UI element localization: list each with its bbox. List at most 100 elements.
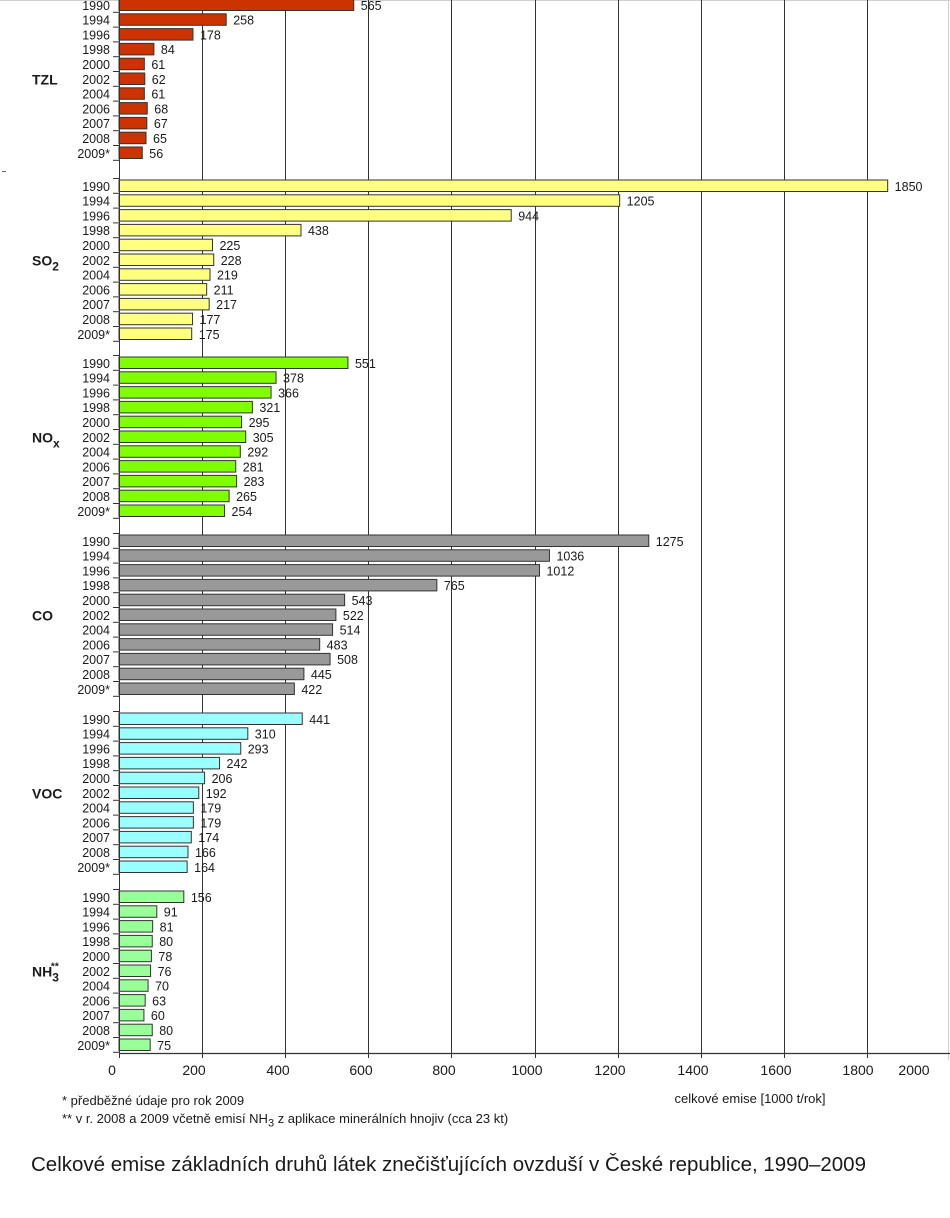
- bar-co: [118, 549, 550, 562]
- group-label-main: TZL: [32, 71, 58, 87]
- data-label: 378: [283, 372, 304, 386]
- bar-nh3: [118, 920, 154, 933]
- data-label: 265: [236, 490, 257, 504]
- bar-nox: [118, 400, 253, 414]
- group-label-main: SO: [32, 252, 52, 268]
- year-label: 2000: [82, 239, 110, 253]
- bar-co: [118, 652, 331, 666]
- year-label: 2008: [82, 1024, 110, 1038]
- bar-so2: [118, 238, 213, 252]
- bar-so2: [118, 283, 208, 296]
- bar-co: [118, 638, 321, 651]
- year-label: 2008: [82, 132, 110, 146]
- year-label: 2009*: [77, 1039, 110, 1053]
- bar-nox: [118, 489, 230, 503]
- data-label: 62: [152, 73, 166, 87]
- data-label: 75: [157, 1039, 171, 1053]
- bar-voc: [118, 712, 303, 725]
- year-label: 2002: [82, 787, 110, 801]
- year-label: 2004: [82, 88, 110, 102]
- data-label: 422: [301, 683, 322, 697]
- data-label: 366: [278, 386, 299, 400]
- data-label: 293: [248, 742, 269, 756]
- group-label-main: NO: [32, 429, 53, 445]
- bar-tzl: [118, 116, 148, 130]
- data-label: 56: [149, 147, 163, 161]
- group-label-main: NH: [32, 963, 52, 979]
- footnote-preliminary: * předběžné údaje pro rok 2009: [62, 1093, 245, 1108]
- bar-co: [118, 682, 295, 695]
- year-label: 1996: [82, 920, 110, 934]
- footnote-nh3: ** v r. 2008 a 2009 včetně emisí NH3 z a…: [62, 1111, 508, 1130]
- bar-co: [118, 534, 650, 547]
- year-label: 2007: [82, 298, 110, 312]
- year-label: 2000: [82, 416, 110, 430]
- year-label: 2006: [82, 816, 110, 830]
- group-label-main: CO: [32, 607, 53, 623]
- x-tick-label: 0: [108, 1062, 116, 1078]
- bar-nox: [118, 356, 349, 369]
- group-label-co: CO: [32, 607, 53, 623]
- year-label: 2004: [82, 446, 110, 460]
- year-label: 2009*: [77, 683, 110, 697]
- data-label: 217: [216, 298, 237, 312]
- bar-so2: [118, 209, 512, 222]
- data-label: 281: [243, 460, 264, 474]
- bar-nox: [118, 460, 237, 473]
- year-label: 2007: [82, 475, 110, 489]
- bar-tzl: [118, 146, 143, 159]
- data-label: 438: [308, 224, 329, 238]
- bar-nh3: [118, 994, 146, 1007]
- year-label: 2002: [82, 431, 110, 445]
- year-label: 2006: [82, 638, 110, 652]
- bar-nh3: [118, 1023, 153, 1037]
- bar-nox: [118, 474, 238, 488]
- data-label: 1012: [546, 564, 574, 578]
- data-label: 321: [259, 401, 280, 415]
- bar-voc: [118, 845, 189, 859]
- data-label: 543: [352, 594, 373, 608]
- data-label: 1850: [895, 180, 923, 194]
- figure-caption: Celkové emise základních druhů látek zne…: [31, 1153, 866, 1176]
- bar-so2: [118, 297, 210, 311]
- bar-so2: [118, 268, 211, 281]
- data-label: 84: [161, 43, 175, 57]
- year-label: 1998: [82, 43, 110, 57]
- year-label: 2002: [82, 254, 110, 268]
- x-tick-label: 1000: [511, 1062, 542, 1078]
- year-label: 2009*: [77, 861, 110, 875]
- data-label: 61: [151, 58, 165, 72]
- bar-voc: [118, 742, 242, 755]
- bar-voc: [118, 727, 249, 740]
- year-label: 1996: [82, 742, 110, 756]
- year-label: 1998: [82, 224, 110, 238]
- bar-nox: [118, 415, 243, 429]
- year-label: 1998: [82, 579, 110, 593]
- year-label: 2004: [82, 624, 110, 638]
- data-label: 78: [158, 950, 172, 964]
- data-label: 219: [217, 269, 238, 283]
- data-label: 177: [200, 313, 221, 327]
- bar-nh3: [118, 979, 149, 992]
- data-label: 565: [361, 0, 382, 13]
- data-label: 174: [198, 831, 219, 845]
- x-tick-label: 400: [266, 1062, 290, 1078]
- bar-co: [118, 578, 438, 592]
- year-label: 2000: [82, 594, 110, 608]
- data-label: 206: [212, 772, 233, 786]
- data-label: 178: [200, 28, 221, 42]
- year-label: 2008: [82, 490, 110, 504]
- year-label: 2002: [82, 609, 110, 623]
- data-label: 228: [221, 254, 242, 268]
- data-label: 242: [227, 757, 248, 771]
- bar-so2: [118, 194, 621, 207]
- data-label: 67: [154, 117, 168, 131]
- year-label: 2007: [82, 1009, 110, 1023]
- group-label-nh3: NH3**: [32, 961, 59, 984]
- year-label: 2006: [82, 994, 110, 1008]
- year-label: 1994: [82, 372, 110, 386]
- year-label: 1994: [82, 550, 110, 564]
- data-label: 68: [154, 102, 168, 116]
- year-label: 2002: [82, 965, 110, 979]
- year-label: 2006: [82, 460, 110, 474]
